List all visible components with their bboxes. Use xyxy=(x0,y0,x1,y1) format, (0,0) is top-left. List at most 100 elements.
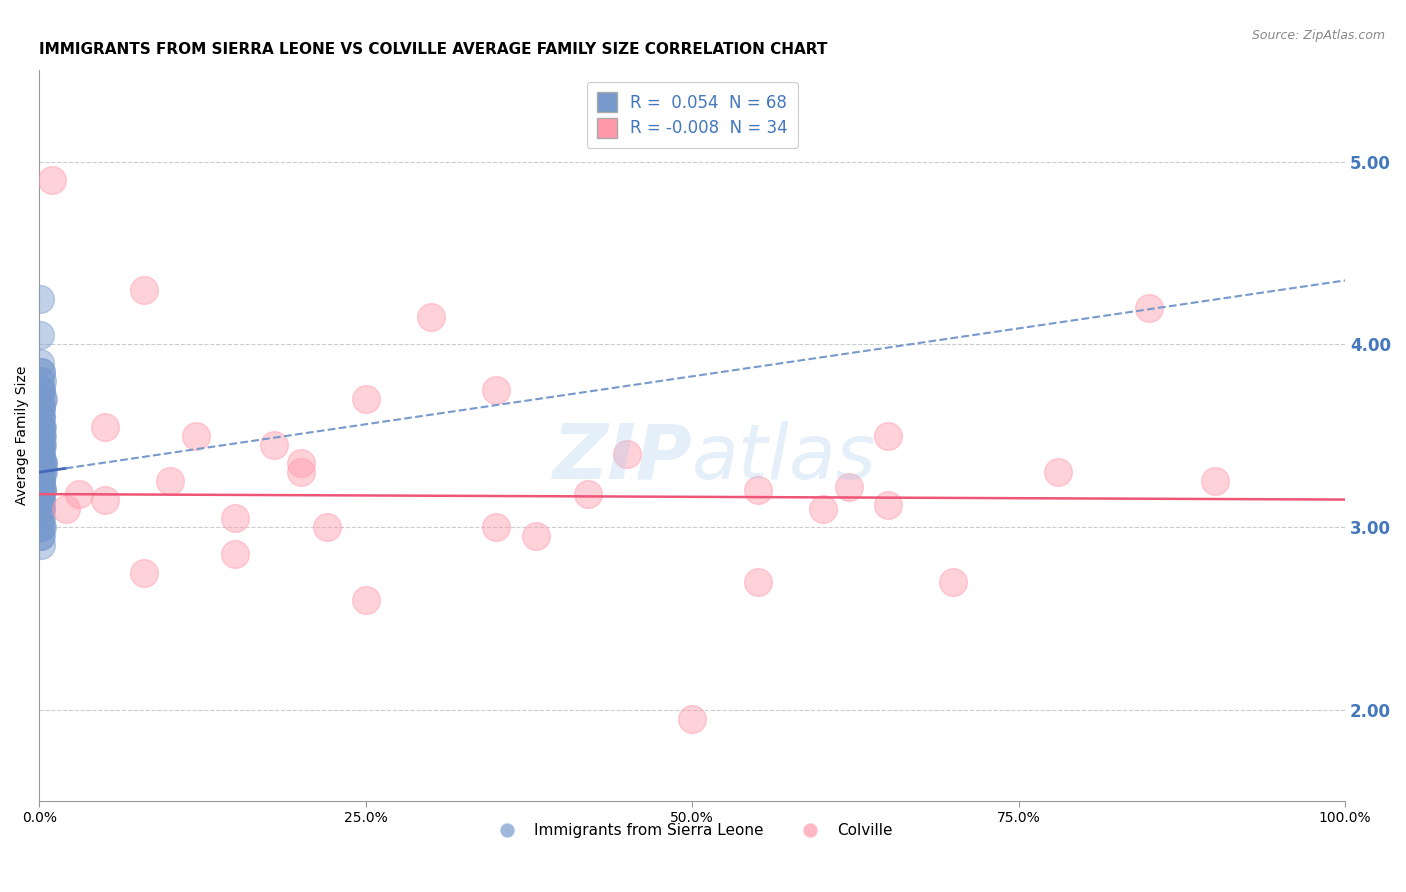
Point xyxy=(30,328,52,343)
Point xyxy=(30,475,52,489)
Point xyxy=(31,392,53,406)
Point xyxy=(263,438,285,452)
Point xyxy=(30,520,52,534)
Point xyxy=(30,419,52,434)
Point xyxy=(354,392,377,406)
Point xyxy=(485,383,508,397)
Point xyxy=(159,475,181,489)
Point xyxy=(30,538,52,552)
Point xyxy=(30,447,52,461)
Point xyxy=(30,492,52,507)
Point xyxy=(524,529,547,543)
Point xyxy=(420,310,443,324)
Point xyxy=(30,401,52,416)
Point xyxy=(31,428,53,442)
Point xyxy=(1046,465,1069,479)
Text: ZIP: ZIP xyxy=(553,420,692,494)
Point xyxy=(31,392,53,406)
Point xyxy=(616,447,638,461)
Point xyxy=(811,501,834,516)
Point xyxy=(30,365,52,379)
Point xyxy=(30,475,52,489)
Point xyxy=(31,483,53,498)
Point xyxy=(55,501,77,516)
Point xyxy=(1204,475,1226,489)
Point xyxy=(28,356,51,370)
Text: atlas: atlas xyxy=(692,420,877,494)
Point xyxy=(1137,301,1160,315)
Point xyxy=(681,712,703,726)
Point xyxy=(30,438,52,452)
Point xyxy=(93,492,115,507)
Text: Source: ZipAtlas.com: Source: ZipAtlas.com xyxy=(1251,29,1385,42)
Point xyxy=(290,465,312,479)
Point xyxy=(32,465,55,479)
Point xyxy=(28,483,51,498)
Point xyxy=(30,401,52,416)
Point xyxy=(30,501,52,516)
Point xyxy=(28,475,51,489)
Point xyxy=(30,529,52,543)
Point xyxy=(30,383,52,397)
Point xyxy=(315,520,337,534)
Point xyxy=(30,483,52,498)
Point xyxy=(28,428,51,442)
Point xyxy=(93,419,115,434)
Point xyxy=(30,456,52,470)
Point xyxy=(30,492,52,507)
Point xyxy=(31,456,53,470)
Point xyxy=(30,483,52,498)
Text: IMMIGRANTS FROM SIERRA LEONE VS COLVILLE AVERAGE FAMILY SIZE CORRELATION CHART: IMMIGRANTS FROM SIERRA LEONE VS COLVILLE… xyxy=(39,42,828,57)
Point xyxy=(747,483,769,498)
Point xyxy=(30,475,52,489)
Point xyxy=(485,520,508,534)
Point xyxy=(31,456,53,470)
Point xyxy=(942,574,965,589)
Point xyxy=(28,401,51,416)
Point xyxy=(30,447,52,461)
Point xyxy=(30,492,52,507)
Point xyxy=(31,483,53,498)
Point xyxy=(30,383,52,397)
Point xyxy=(30,529,52,543)
Point xyxy=(30,438,52,452)
Point xyxy=(67,487,90,501)
Point xyxy=(31,438,53,452)
Point xyxy=(28,501,51,516)
Point xyxy=(30,456,52,470)
Point xyxy=(30,428,52,442)
Point xyxy=(224,511,246,525)
Point xyxy=(31,520,53,534)
Point xyxy=(30,383,52,397)
Y-axis label: Average Family Size: Average Family Size xyxy=(15,366,30,506)
Point xyxy=(132,283,155,297)
Point xyxy=(30,410,52,425)
Point xyxy=(132,566,155,580)
Point xyxy=(28,374,51,388)
Point xyxy=(224,547,246,561)
Point xyxy=(30,410,52,425)
Point xyxy=(877,428,900,442)
Point xyxy=(747,574,769,589)
Point xyxy=(30,511,52,525)
Point xyxy=(30,465,52,479)
Point xyxy=(30,410,52,425)
Point xyxy=(28,392,51,406)
Point xyxy=(31,374,53,388)
Point xyxy=(31,456,53,470)
Legend: Immigrants from Sierra Leone, Colville: Immigrants from Sierra Leone, Colville xyxy=(485,817,898,845)
Point xyxy=(41,173,63,187)
Point xyxy=(28,447,51,461)
Point xyxy=(184,428,207,442)
Point xyxy=(31,419,53,434)
Point xyxy=(28,456,51,470)
Point xyxy=(30,428,52,442)
Point xyxy=(30,465,52,479)
Point xyxy=(31,465,53,479)
Point xyxy=(30,438,52,452)
Point xyxy=(30,365,52,379)
Point xyxy=(838,480,860,494)
Point xyxy=(30,501,52,516)
Point xyxy=(28,520,51,534)
Point xyxy=(354,593,377,607)
